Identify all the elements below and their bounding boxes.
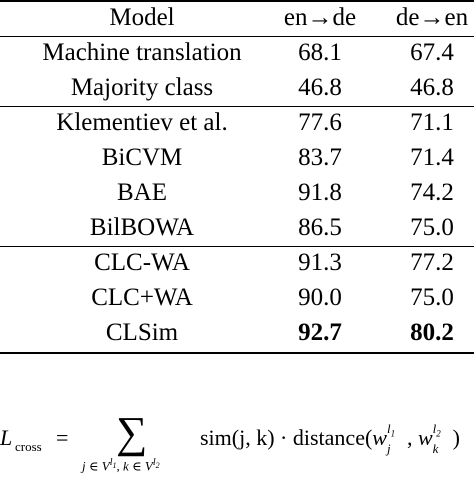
formula-sum: ∑: [116, 408, 148, 457]
score: 91.8: [298, 179, 342, 206]
rule: [0, 35, 474, 37]
formula: L cross = ∑ j ∈ Vl1, k ∈ Vl2 sim(j, k) ·…: [0, 405, 474, 480]
model-name: CLSim: [105, 319, 179, 346]
model-name: CLC+WA: [91, 284, 193, 311]
formula-body: sim(j, k) · distance(w l1 j, w l2 k): [200, 421, 460, 456]
score: 71.4: [410, 144, 454, 171]
score: 67.4: [410, 39, 454, 66]
rule: [0, 245, 474, 247]
sym: l1 j: [387, 421, 407, 456]
sym: 1: [390, 428, 396, 439]
sym: l2 k: [433, 421, 453, 456]
sym: ): [452, 425, 460, 450]
sym: w: [372, 425, 387, 450]
model-name: CLC-WA: [94, 249, 190, 276]
formula-lhs: L: [0, 425, 13, 450]
sym: ,: [406, 425, 418, 450]
score: 77.6: [298, 109, 342, 136]
score: 92.7: [298, 319, 342, 346]
model-name: Klementiev et al.: [56, 109, 228, 136]
score: 46.8: [298, 74, 342, 101]
model-name: BAE: [117, 179, 167, 206]
sym: l: [432, 421, 437, 436]
column-header: de→en: [395, 4, 469, 31]
model-name: BilBOWA: [89, 214, 195, 241]
score: 68.1: [298, 39, 342, 66]
sym: w: [417, 425, 433, 450]
sym: l1: [387, 421, 395, 439]
score: 80.2: [410, 319, 454, 346]
score: 75.0: [410, 284, 454, 311]
sym: l: [386, 421, 391, 436]
score: 74.2: [410, 179, 454, 206]
formula-eq: =: [56, 425, 69, 450]
model-name: Machine translation: [42, 39, 242, 66]
score: 83.7: [298, 144, 342, 171]
score: 91.3: [298, 249, 342, 276]
column-header: en→de: [283, 4, 357, 31]
score: 71.1: [410, 109, 454, 136]
top-rule: [0, 0, 474, 2]
sym: l2: [433, 421, 441, 439]
score: 86.5: [298, 214, 342, 241]
formula-sum-sub: j ∈ Vl1, k ∈ Vl2: [82, 457, 160, 474]
column-header: Model: [109, 4, 175, 31]
model-name: BiCVM: [101, 144, 183, 171]
sym: 2: [436, 428, 441, 439]
sym: ∈ V: [85, 458, 110, 474]
results-table: Model en→de de→en Machine translation 68.1 67…: [0, 0, 474, 354]
model-name: Majority class: [70, 74, 214, 101]
score: 46.8: [410, 74, 454, 101]
sym: l: [152, 457, 156, 468]
sym: , k ∈ V: [116, 458, 153, 474]
formula-lhs-sub: cross: [15, 439, 42, 454]
score: 90.0: [298, 284, 342, 311]
sym: l: [109, 457, 113, 468]
sym: 2: [155, 461, 160, 470]
rule: [0, 105, 474, 107]
score: 77.2: [410, 249, 454, 276]
sym: k: [432, 441, 439, 456]
sym: j: [82, 458, 86, 474]
sym: sim(j, k) · distance(: [200, 425, 373, 450]
sym: 1: [112, 461, 117, 470]
bottom-rule: [0, 352, 474, 354]
sym: l1: [109, 457, 117, 470]
score: 75.0: [410, 214, 454, 241]
sym: j: [386, 441, 391, 456]
sym: l2: [152, 457, 160, 470]
